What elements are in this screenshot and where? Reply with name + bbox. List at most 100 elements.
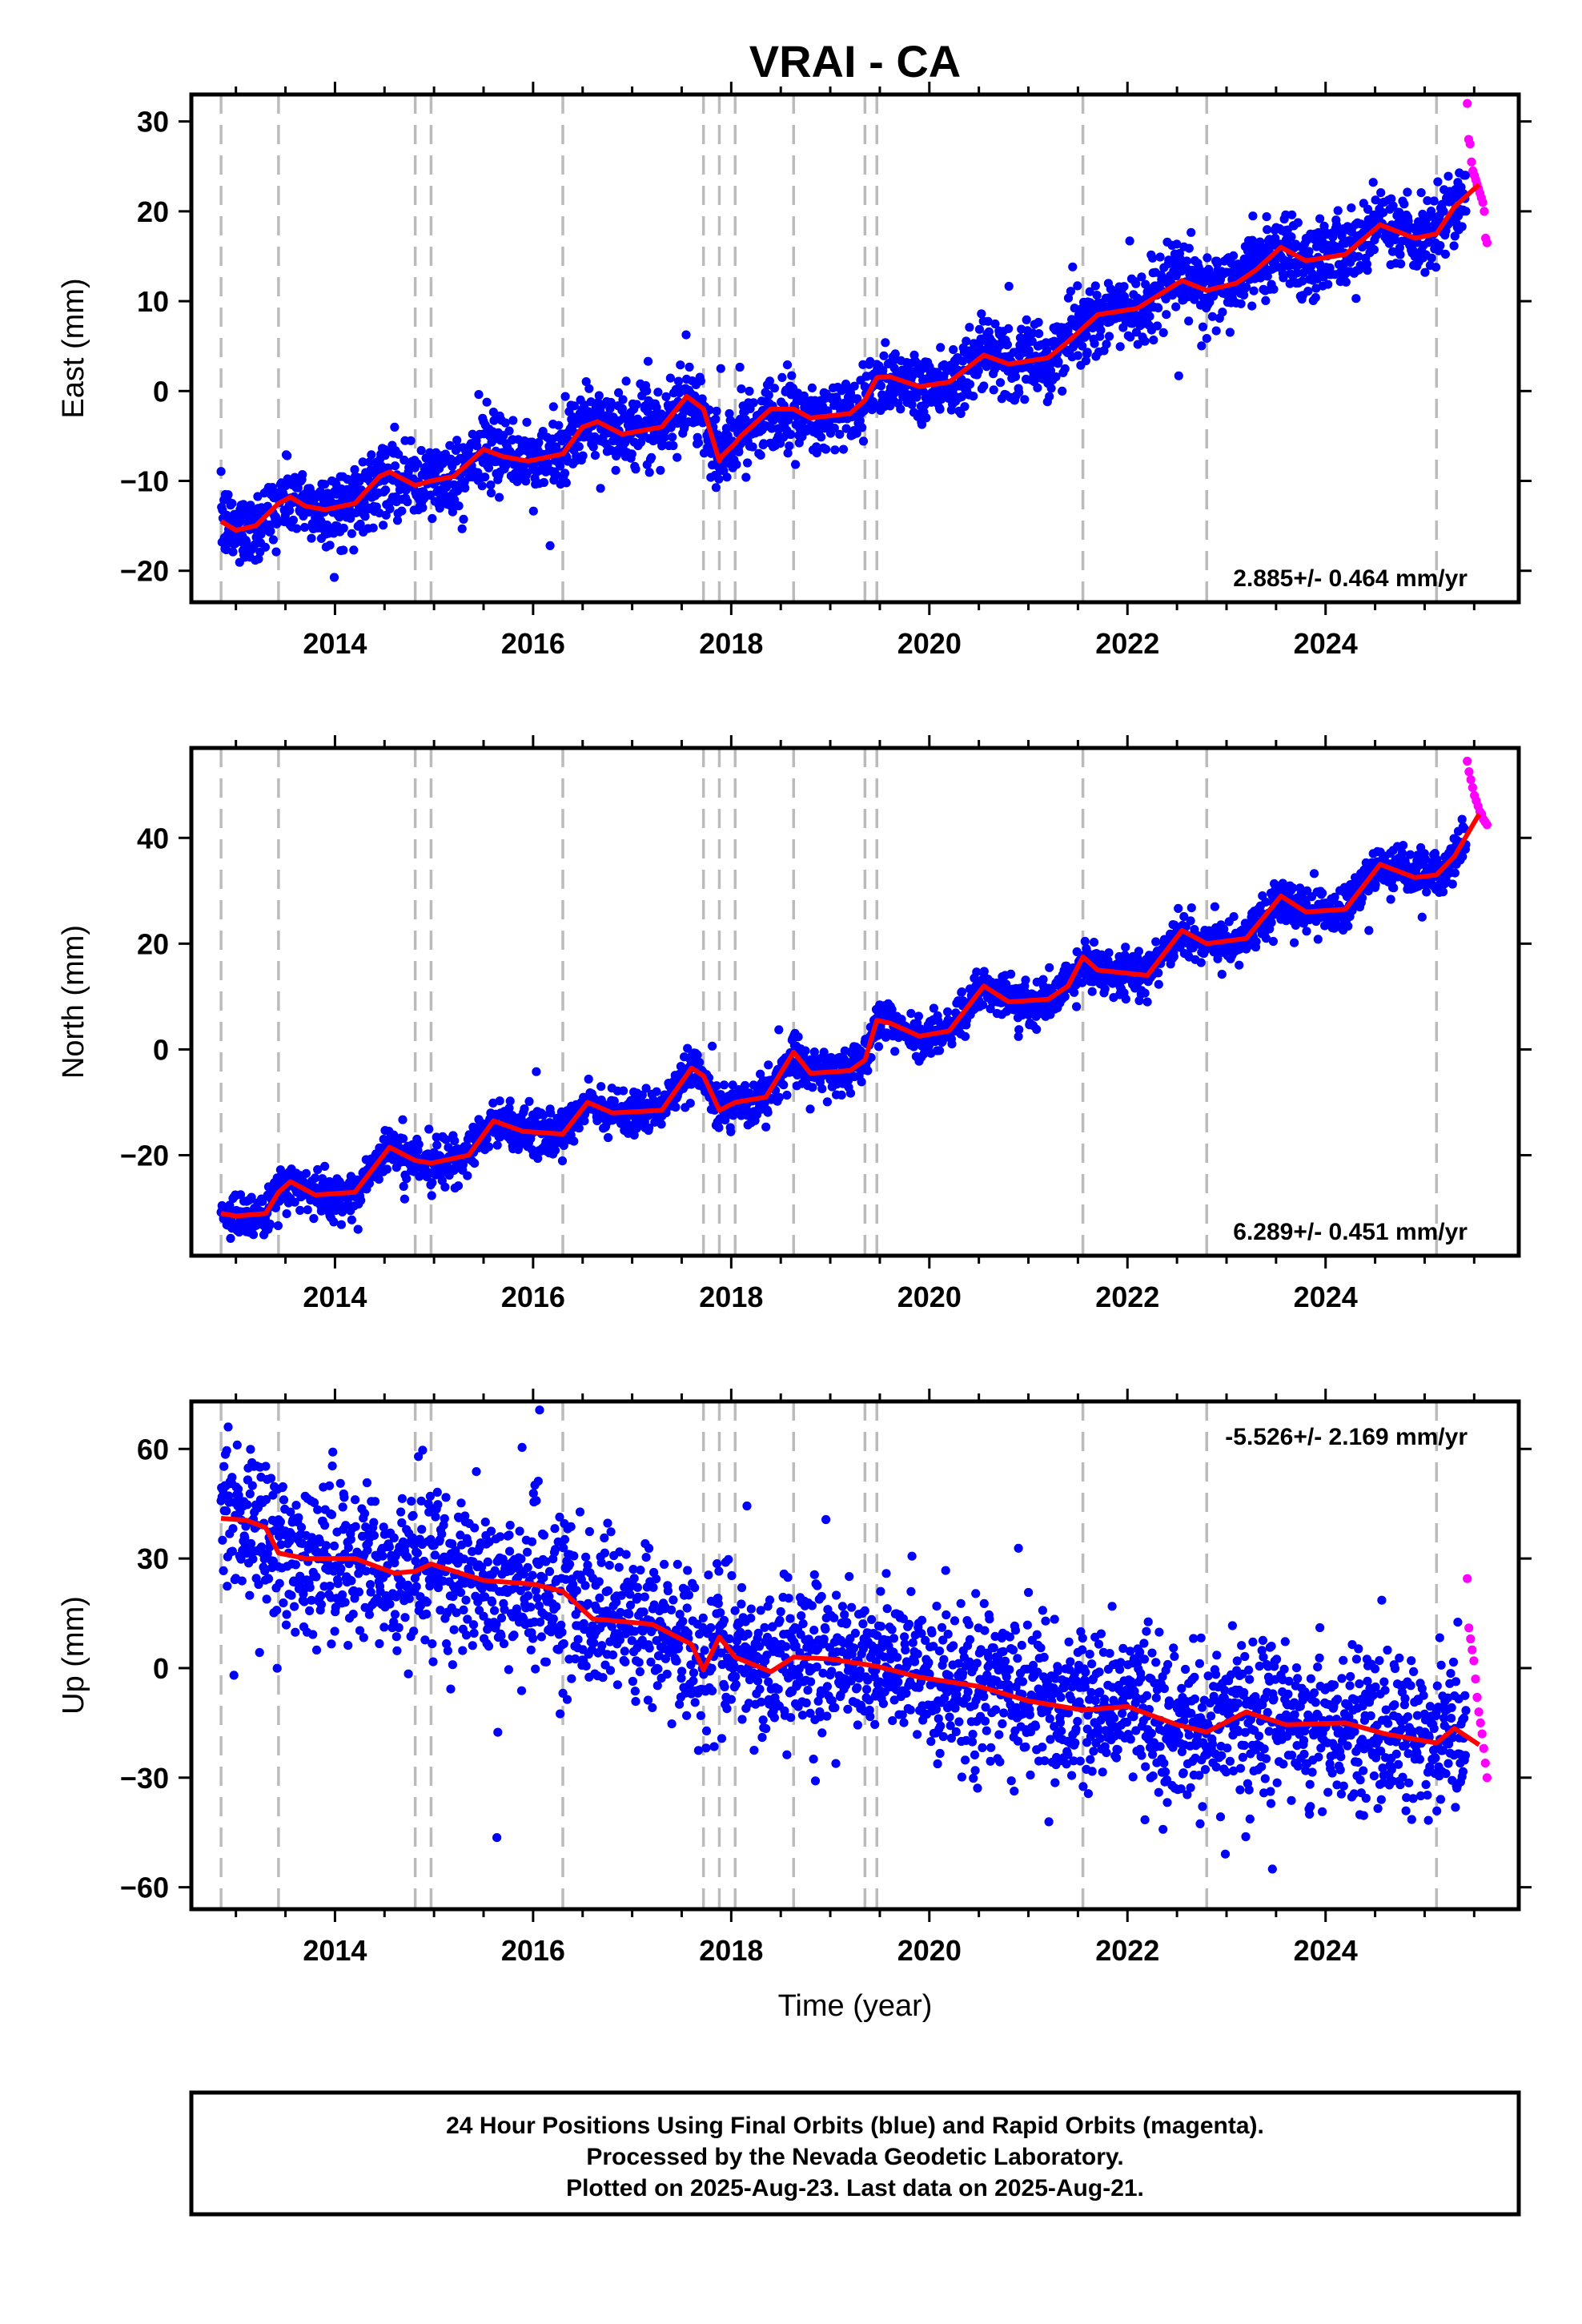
data-point	[502, 459, 512, 469]
data-point	[1440, 249, 1450, 259]
data-point	[1218, 308, 1227, 317]
data-point	[414, 1140, 424, 1149]
data-point	[1115, 342, 1125, 352]
data-point	[799, 391, 809, 400]
data-point	[242, 537, 251, 546]
data-point	[1060, 364, 1070, 374]
data-point	[360, 512, 370, 521]
data-point	[956, 408, 966, 418]
data-point	[560, 468, 570, 478]
data-point	[1363, 265, 1372, 275]
data-point	[1427, 253, 1436, 263]
data-point	[596, 1082, 606, 1092]
data-point	[1182, 256, 1191, 266]
data-point	[1303, 287, 1313, 296]
data-point	[402, 1174, 412, 1184]
data-point	[435, 504, 444, 513]
data-point	[787, 371, 797, 380]
data-point	[1368, 178, 1378, 187]
data-point	[300, 522, 310, 533]
data-point	[983, 316, 993, 326]
data-point	[1395, 250, 1405, 259]
data-point	[581, 377, 591, 387]
data-point	[1179, 911, 1189, 922]
data-point	[1212, 259, 1222, 268]
data-point	[1263, 271, 1272, 281]
data-point	[454, 501, 464, 511]
data-point	[849, 381, 859, 391]
data-point	[647, 452, 656, 462]
data-point	[774, 1092, 785, 1102]
data-point	[1125, 236, 1134, 246]
data-point	[1070, 304, 1079, 313]
data-point	[477, 481, 487, 491]
data-point	[425, 490, 436, 501]
data-point	[1154, 968, 1163, 978]
data-point	[1072, 1002, 1082, 1011]
data-point	[320, 1161, 330, 1171]
data-point	[793, 1032, 803, 1042]
data-point	[382, 1164, 391, 1174]
data-point	[1261, 934, 1271, 943]
data-point	[1032, 1024, 1042, 1034]
data-point	[569, 1136, 579, 1146]
data-point	[879, 351, 889, 360]
data-point	[508, 416, 518, 425]
data-point	[957, 987, 966, 997]
data-point	[821, 444, 831, 454]
data-point	[837, 1090, 846, 1100]
data-point	[777, 372, 787, 382]
data-point	[712, 1081, 721, 1091]
data-point	[486, 488, 496, 498]
data-point	[539, 1110, 548, 1120]
rapid-data-point	[1463, 99, 1472, 108]
data-point	[989, 385, 998, 395]
data-point	[1292, 268, 1302, 278]
data-point	[643, 356, 653, 366]
data-point	[596, 484, 605, 493]
data-point	[364, 1179, 374, 1188]
data-point	[307, 533, 316, 543]
data-point	[1184, 316, 1194, 326]
data-point	[379, 521, 388, 530]
data-point	[765, 376, 775, 386]
data-point	[1376, 188, 1386, 198]
data-point	[1141, 279, 1150, 289]
data-point	[1225, 328, 1235, 337]
data-point	[492, 1140, 502, 1150]
data-point	[763, 1108, 773, 1117]
data-point	[458, 1160, 468, 1169]
data-point	[1186, 916, 1195, 926]
data-point	[801, 1046, 810, 1055]
data-point	[719, 1080, 729, 1090]
data-point	[313, 1164, 323, 1175]
data-point	[1046, 384, 1056, 393]
data-point	[574, 442, 584, 452]
data-point	[737, 384, 746, 394]
data-point	[774, 1025, 784, 1035]
data-point	[957, 392, 966, 401]
data-point	[695, 1057, 705, 1068]
data-point	[1457, 222, 1467, 231]
data-point	[881, 338, 890, 348]
data-point	[445, 440, 455, 450]
data-point	[1089, 938, 1099, 947]
data-point	[641, 1084, 651, 1093]
data-point	[1082, 331, 1091, 340]
data-point	[1461, 207, 1471, 216]
data-point	[1251, 937, 1261, 947]
data-point	[1002, 340, 1012, 349]
data-point	[480, 472, 490, 482]
data-point	[1247, 301, 1257, 311]
data-point	[1070, 987, 1079, 997]
data-point	[400, 455, 409, 465]
model-fit-line	[219, 182, 1481, 533]
data-point	[627, 449, 636, 459]
data-point	[452, 436, 462, 445]
data-point	[381, 485, 391, 495]
data-point	[1203, 253, 1212, 263]
data-point	[693, 1050, 702, 1059]
data-point	[644, 468, 654, 477]
data-point	[260, 542, 270, 552]
data-point	[807, 383, 817, 392]
